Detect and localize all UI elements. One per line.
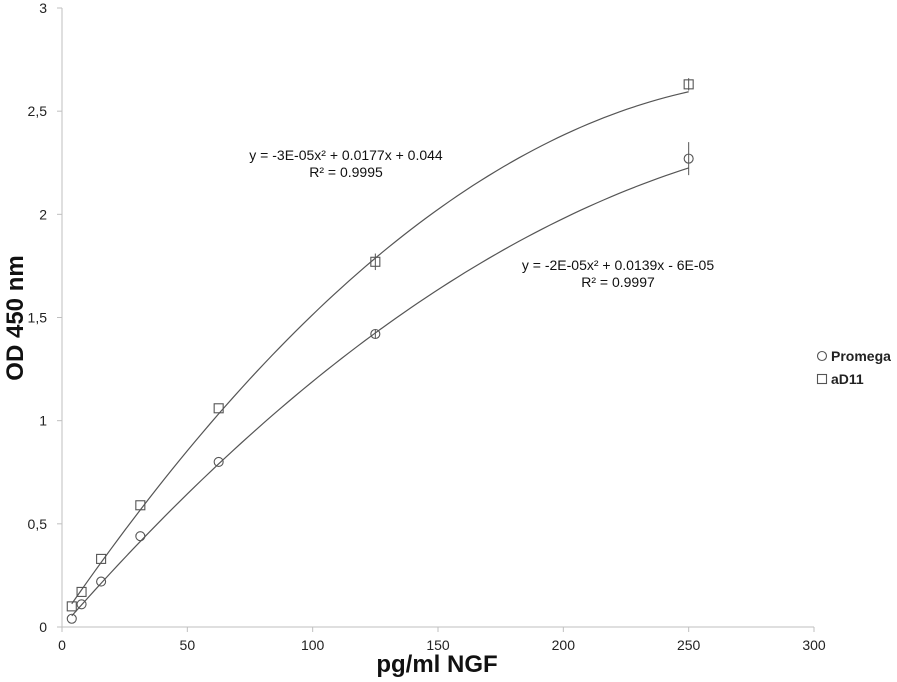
data-point-promega (135, 531, 146, 542)
y-tick-label: 3 (39, 0, 47, 16)
axes (61, 8, 814, 628)
legend-marker-promega (816, 350, 828, 362)
x-tick-label: 0 (58, 637, 66, 653)
x-tick-label: 50 (180, 637, 196, 653)
x-tick-labels: 0 50 100 150 200 250 300 (58, 627, 826, 653)
y-tick-label: 2 (39, 206, 47, 222)
y-tick-labels: 0 0,5 1 1,5 2 2,5 3 (28, 0, 62, 635)
legend-label-promega: Promega (831, 348, 891, 364)
x-axis-title: pg/ml NGF (376, 651, 497, 678)
data-point-ad11 (96, 553, 107, 564)
y-tick-label: 0,5 (28, 516, 48, 532)
data-points (66, 79, 694, 624)
trendlines (71, 91, 689, 617)
data-point-promega (213, 456, 224, 467)
y-axis-title: OD 450 nm (2, 255, 29, 380)
x-tick-label: 300 (802, 637, 826, 653)
data-point-promega (370, 328, 381, 340)
data-point-ad11 (66, 601, 77, 612)
trendline-r2-promega: R² = 0.9997 (581, 274, 655, 290)
y-tick-label: 2,5 (28, 103, 48, 119)
x-tick-label: 200 (552, 637, 576, 653)
y-tick-label: 1,5 (28, 310, 48, 326)
data-point-promega (76, 599, 87, 610)
data-point-ad11 (76, 586, 87, 597)
error-bars (374, 78, 690, 339)
trendline-promega (71, 167, 689, 617)
data-point-ad11 (135, 500, 146, 511)
legend-marker-ad11 (816, 373, 828, 385)
data-point-ad11 (213, 403, 224, 414)
trendline-equation-ad11: y = -3E-05x² + 0.0177x + 0.044 (249, 147, 443, 163)
y-tick-label: 0 (39, 619, 47, 635)
legend-label-ad11: aD11 (831, 371, 864, 387)
y-tick-label: 1 (39, 413, 47, 429)
x-tick-label: 150 (426, 637, 450, 653)
data-point-promega (66, 613, 77, 624)
trendline-equation-promega: y = -2E-05x² + 0.0139x - 6E-05 (522, 257, 714, 273)
data-point-ad11 (370, 256, 381, 267)
data-point-ad11 (683, 79, 694, 90)
legend: Promega aD11 (816, 348, 891, 387)
data-point-promega (683, 153, 694, 164)
data-point-promega (96, 576, 107, 587)
x-tick-label: 100 (301, 637, 325, 653)
trendline-ad11 (71, 91, 689, 605)
x-tick-label: 250 (677, 637, 701, 653)
trendline-r2-ad11: R² = 0.9995 (309, 164, 383, 180)
